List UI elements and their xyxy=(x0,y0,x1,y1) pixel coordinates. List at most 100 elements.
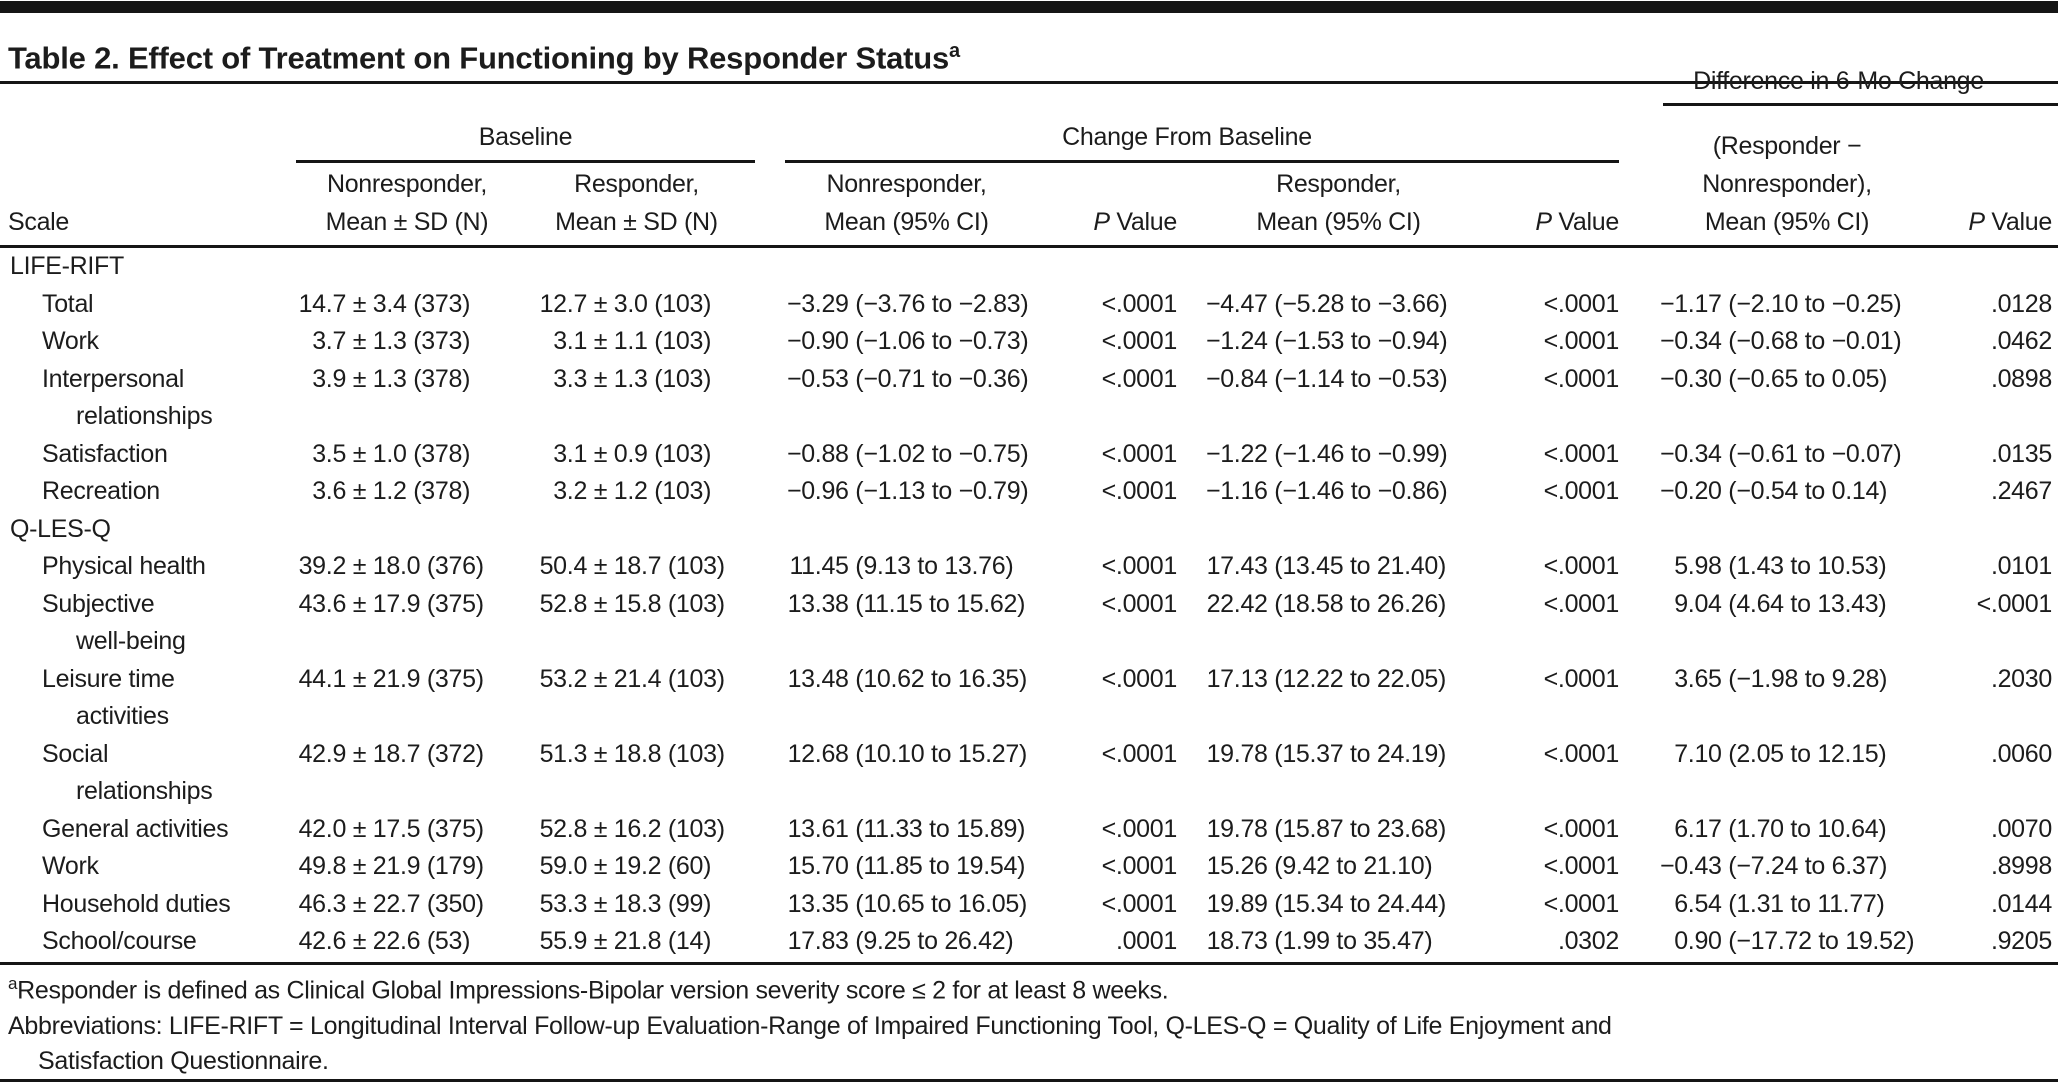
table-cell: 3.9 ± 1.3 (378) xyxy=(312,364,471,393)
table-cell: <.0001 xyxy=(1101,289,1178,318)
table-cell xyxy=(1955,248,2058,286)
group-header-difference: Difference in 6-Mo Change xyxy=(1693,67,1984,95)
table-cell: 12.7 ± 3.0 (103) xyxy=(539,289,712,318)
row-label: Social relationships xyxy=(42,739,213,806)
table-cell: −0.84 (−1.14 to −0.53) xyxy=(1206,364,1448,393)
table-cell: <.0001 xyxy=(1101,739,1178,768)
row-label: Total xyxy=(42,289,94,318)
table-cell xyxy=(518,248,755,286)
table-cell: 3.3 ± 1.3 (103) xyxy=(553,364,712,393)
table-cell: 22.42 (18.58 to 26.26) xyxy=(1206,589,1447,618)
row-label: School/course xyxy=(42,927,197,955)
row-label: Recreation xyxy=(42,477,160,505)
table-bottom-rule xyxy=(0,962,2058,965)
table-cell: .0070 xyxy=(1990,814,2052,843)
footnote-marker: a xyxy=(8,974,18,993)
table-cell: <.0001 xyxy=(1543,364,1620,393)
column-header-baseline-nonresponder: Nonresponder, Mean ± SD (N) xyxy=(325,170,489,236)
table-cell: <.0001 xyxy=(1101,852,1178,880)
table-cell: <.0001 xyxy=(1101,477,1178,505)
table-cell: 50.4 ± 18.7 (103) xyxy=(539,552,725,580)
table-cell: <.0001 xyxy=(1101,664,1178,693)
table-cell: 3.2 ± 1.2 (103) xyxy=(553,477,712,505)
difference-group-underline xyxy=(1663,103,2058,106)
column-header-difference-mean-ci: (Responder − Nonresponder), Mean (95% CI… xyxy=(1702,132,1872,236)
table-cell: .0135 xyxy=(1990,439,2052,468)
p-italic: P xyxy=(1093,208,1110,236)
table-cell: 19.78 (15.87 to 23.68) xyxy=(1206,814,1447,843)
table-cell: −0.30 (−0.65 to 0.05) xyxy=(1660,364,1888,393)
footnote-responder-definition: aResponder is defined as Clinical Global… xyxy=(8,966,2052,1009)
table-cell xyxy=(755,511,1058,549)
table-cell: 17.83 (9.25 to 26.42) xyxy=(787,927,1014,955)
table-cell: 43.6 ± 17.9 (375) xyxy=(298,589,484,618)
table-cell: 39.2 ± 18.0 (376) xyxy=(298,552,484,580)
table-cell: <.0001 xyxy=(1543,327,1620,355)
table-cell: <.0001 xyxy=(1543,289,1620,318)
table-cell: −1.22 (−1.46 to −0.99) xyxy=(1206,439,1448,468)
table-cell xyxy=(296,511,518,549)
row-label: Leisure time activities xyxy=(42,664,175,731)
table-cell: 18.73 (1.99 to 35.47) xyxy=(1206,927,1433,955)
table-cell: −1.16 (−1.46 to −0.86) xyxy=(1206,477,1448,505)
table-cell: −0.34 (−0.61 to −0.07) xyxy=(1660,439,1902,468)
table-cell: <.0001 xyxy=(1543,439,1620,468)
row-label: Work xyxy=(42,852,99,880)
table-cell: 49.8 ± 21.9 (179) xyxy=(298,852,484,880)
row-label: Household duties xyxy=(42,889,231,918)
table-cell: .0898 xyxy=(1990,364,2052,393)
table-cell: .0144 xyxy=(1990,889,2052,918)
column-header-p-value-1: P Value xyxy=(1058,203,1177,241)
table-cell xyxy=(518,511,755,549)
table-cell: 15.70 (11.85 to 19.54) xyxy=(787,852,1026,880)
column-header-change-nonresponder: Nonresponder, Mean (95% CI) xyxy=(824,170,989,236)
table-cell xyxy=(1500,248,1619,286)
table-cell: <.0001 xyxy=(1543,664,1620,693)
table-cell xyxy=(1619,248,1955,286)
baseline-group-underline xyxy=(296,160,755,163)
table-cell: <.0001 xyxy=(1101,889,1178,918)
table-cell: <.0001 xyxy=(1543,814,1620,843)
table-cell: 14.7 ± 3.4 (373) xyxy=(298,289,471,318)
change-group-underline xyxy=(785,160,1619,163)
row-label: Physical health xyxy=(42,552,206,580)
table-cell: −3.29 (−3.76 to −2.83) xyxy=(787,289,1029,318)
table-cell: <.0001 xyxy=(1543,889,1620,918)
table-cell: −4.47 (−5.28 to −3.66) xyxy=(1206,289,1448,318)
bottom-rule xyxy=(0,1079,2058,1082)
table-cell: 15.26 (9.42 to 21.10) xyxy=(1206,852,1433,880)
table-cell: 42.6 ± 22.6 (53) xyxy=(298,927,471,955)
table-cell: 59.0 ± 19.2 (60) xyxy=(539,852,712,880)
column-header-p-value-2: P Value xyxy=(1500,203,1619,241)
table-cell: −0.90 (−1.06 to −0.73) xyxy=(787,327,1029,355)
table-cell: <.0001 xyxy=(1101,364,1178,393)
table-cell: −0.88 (−1.02 to −0.75) xyxy=(787,439,1029,468)
table-cell: <.0001 xyxy=(1101,814,1178,843)
p-italic: P xyxy=(1535,208,1552,236)
row-label: Work xyxy=(42,327,99,355)
table-cell: <.0001 xyxy=(1543,852,1620,880)
table-cell: .0128 xyxy=(1990,289,2052,318)
group-header-change-from-baseline: Change From Baseline xyxy=(1062,123,1312,151)
row-label: Satisfaction xyxy=(42,439,168,468)
table-cell: 3.1 ± 0.9 (103) xyxy=(553,439,712,468)
table-cell: 55.9 ± 21.8 (14) xyxy=(539,927,712,955)
header-bottom-rule xyxy=(0,245,2058,248)
table-title-text: Table 2. Effect of Treatment on Function… xyxy=(8,40,950,76)
table-cell xyxy=(1177,511,1500,549)
footnote-abbreviations-line2: Satisfaction Questionnaire. xyxy=(38,1047,329,1076)
table-cell: 6.54 (1.31 to 11.77) xyxy=(1674,889,1885,918)
table-cell: 13.48 (10.62 to 16.35) xyxy=(787,664,1028,693)
footnote-text: Responder is defined as Clinical Global … xyxy=(17,976,1169,1005)
table-cell: .2467 xyxy=(1990,477,2052,505)
table-cell: −0.53 (−0.71 to −0.36) xyxy=(787,364,1029,393)
table-cell: 42.0 ± 17.5 (375) xyxy=(298,814,484,843)
table-body: LIFE-RIFT Total 14.7 ± 3.4 (373) 12.7 ± 3.0… xyxy=(0,248,2058,961)
table-cell: −0.20 (−0.54 to 0.14) xyxy=(1660,477,1888,505)
table-cell: <.0001 xyxy=(1101,327,1178,355)
table-cell: 51.3 ± 18.8 (103) xyxy=(539,739,725,768)
column-header-p-value-3: P Value xyxy=(1955,203,2052,241)
table-cell xyxy=(1177,248,1500,286)
table-cell: 12.68 (10.10 to 15.27) xyxy=(787,739,1028,768)
